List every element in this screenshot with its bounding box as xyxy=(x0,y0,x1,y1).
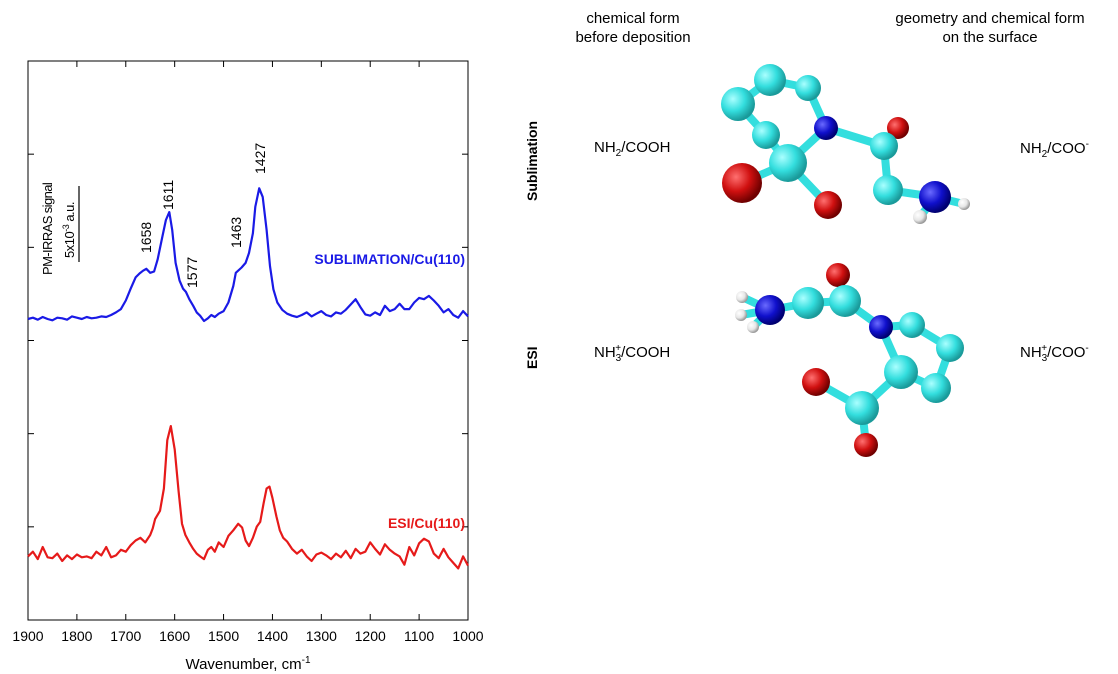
formula-sublimation-before: NH2/COOH xyxy=(594,139,671,159)
header-before-line2: before deposition xyxy=(575,29,691,46)
atom-oxygen xyxy=(854,433,878,457)
spectra xyxy=(27,187,469,570)
atom-hydrogen xyxy=(747,321,759,333)
peak-label-1577: 1577 xyxy=(184,257,200,288)
atom-carbon xyxy=(792,287,824,319)
atom-oxygen xyxy=(826,263,850,287)
header-surface-line1: geometry and chemical form xyxy=(895,10,1085,27)
x-axis: 1900 1800 1700 1600 1500 1400 1300 1200 1100 1000 xyxy=(12,61,484,644)
atom-carbon xyxy=(795,75,821,101)
atom-hydrogen xyxy=(735,309,747,321)
atom-oxygen xyxy=(887,117,909,139)
series-line-esi xyxy=(27,425,469,570)
series-label-sublimation: SUBLIMATION/Cu(110) xyxy=(314,251,465,267)
formula-esi-after: NH3+/COO- xyxy=(1020,343,1089,364)
atom-carbon xyxy=(769,144,807,182)
atom-carbon xyxy=(752,121,780,149)
header-before-deposition: chemical form before deposition xyxy=(558,9,708,47)
atom-hydrogen xyxy=(736,291,748,303)
header-on-surface: geometry and chemical form on the surfac… xyxy=(862,9,1118,47)
peak-label-1463: 1463 xyxy=(228,217,244,248)
atom-oxygen xyxy=(814,191,842,219)
y-axis-label: PM-IRRAS signal xyxy=(40,182,55,275)
peak-label-1658: 1658 xyxy=(138,222,154,253)
atom-oxygen xyxy=(722,163,762,203)
atom-hydrogen xyxy=(958,198,970,210)
peak-label-1611: 1611 xyxy=(160,180,176,210)
y-axis-ticks xyxy=(28,153,468,528)
atom-carbon xyxy=(921,373,951,403)
series-label-esi: ESI/Cu(110) xyxy=(388,515,465,531)
molecule-sublimation xyxy=(721,64,970,224)
series-line-sublimation xyxy=(27,187,469,323)
x-tick-label: 1900 xyxy=(12,628,43,644)
atom-hydrogen xyxy=(913,210,927,224)
x-tick-label: 1000 xyxy=(452,628,483,644)
x-tick-label: 1500 xyxy=(208,628,239,644)
x-tick-label: 1800 xyxy=(61,628,92,644)
atom-nitrogen xyxy=(919,181,951,213)
x-tick-label: 1700 xyxy=(110,628,141,644)
scale-bar-label: 5x10-3 a.u. xyxy=(61,202,77,258)
x-tick-label: 1600 xyxy=(159,628,190,644)
atom-oxygen xyxy=(802,368,830,396)
atom-carbon xyxy=(754,64,786,96)
x-axis-label: Wavenumber, cm-1 xyxy=(185,655,310,673)
atom-nitrogen xyxy=(869,315,893,339)
atom-carbon xyxy=(721,87,755,121)
x-tick-label: 1300 xyxy=(306,628,337,644)
atom-carbon xyxy=(870,132,898,160)
atom-nitrogen xyxy=(755,295,785,325)
atom-carbon xyxy=(884,355,918,389)
atom-nitrogen xyxy=(814,116,838,140)
x-tick-label: 1200 xyxy=(355,628,386,644)
header-surface-line2: on the surface xyxy=(942,29,1038,46)
molecule-esi xyxy=(735,263,964,457)
atom-carbon xyxy=(829,285,861,317)
header-before-line1: chemical form xyxy=(586,10,680,27)
atom-carbon xyxy=(873,175,903,205)
atom-carbon xyxy=(936,334,964,362)
peak-label-1427: 1427 xyxy=(252,143,268,174)
x-tick-label: 1100 xyxy=(404,628,434,644)
formula-sublimation-after: NH2/COO- xyxy=(1020,139,1089,160)
atom-carbon xyxy=(845,391,879,425)
atom-carbon xyxy=(899,312,925,338)
x-tick-label: 1400 xyxy=(257,628,288,644)
formula-esi-before: NH3+/COOH xyxy=(594,343,671,364)
